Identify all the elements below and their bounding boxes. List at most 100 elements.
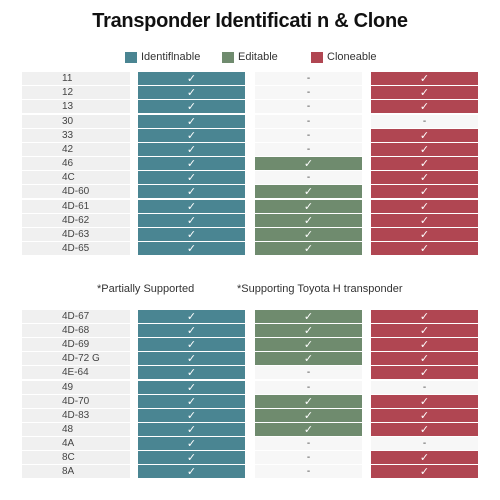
support-cell: ✓ [371,86,478,100]
table-row: 4E-64 ✓ - ✓ [22,366,478,380]
transponder-name: 4E-64 [22,366,130,380]
support-cell: ✓ [138,128,245,142]
support-cell: ✓ [138,352,245,366]
support-cell: ✓ [138,338,245,352]
table-row: 4D-68 ✓ ✓ ✓ [22,324,478,338]
support-cell: - [255,86,362,100]
table-row: 4D-63 ✓ ✓ ✓ [22,227,478,241]
support-cell: ✓ [138,324,245,338]
support-cell: ✓ [371,451,478,464]
table-row: 4D-62 ✓ ✓ ✓ [22,213,478,227]
support-cell: ✓ [138,114,245,128]
support-cell: ✓ [138,422,245,436]
transponder-name: 4A [22,436,130,450]
table-row: 4D-70 ✓ ✓ ✓ [22,394,478,408]
support-cell: ✓ [371,185,478,199]
support-cell: ✓ [138,242,245,256]
support-cell: ✓ [255,227,362,241]
support-cell: ✓ [371,199,478,213]
table-row: 8A ✓ - ✓ [22,465,478,479]
table-row: 4C ✓ - ✓ [22,171,478,185]
support-cell: - [255,100,362,114]
support-cell: ✓ [371,157,478,171]
support-cell: ✓ [255,242,362,256]
support-cell: ✓ [138,310,245,323]
support-cell: ✓ [255,408,362,422]
support-cell: ✓ [255,422,362,436]
transponder-name: 13 [22,100,130,114]
table-row: 13 ✓ - ✓ [22,100,478,114]
support-cell: ✓ [371,366,478,380]
support-cell: - [255,436,362,450]
support-cell: ✓ [138,86,245,100]
support-cell: ✓ [138,465,245,479]
table-row: 4A ✓ - - [22,436,478,450]
legend-label: Cloneable [327,51,377,63]
support-cell: ✓ [255,185,362,199]
support-cell: ✓ [371,128,478,142]
support-cell: ✓ [255,310,362,323]
support-cell: ✓ [371,242,478,256]
support-cell: ✓ [371,324,478,338]
transponder-name: 8C [22,451,130,464]
support-cell: ✓ [138,157,245,171]
support-cell: - [255,366,362,380]
table-row: 46 ✓ ✓ ✓ [22,157,478,171]
transponder-name: 4D-69 [22,338,130,352]
support-cell: ✓ [371,408,478,422]
note: *Partially Supported [97,283,195,295]
table-row: 11 ✓ - ✓ [22,72,478,85]
support-cell: ✓ [371,310,478,323]
table-row: 4D-83 ✓ ✓ ✓ [22,408,478,422]
support-cell: ✓ [371,338,478,352]
support-cell: ✓ [371,227,478,241]
support-cell: ✓ [138,394,245,408]
support-cell: ✓ [138,436,245,450]
transponder-name: 4D-65 [22,242,130,256]
legend-item: Editable [222,51,278,63]
transponder-name: 4D-67 [22,310,130,323]
transponder-name: 4D-61 [22,199,130,213]
support-cell: ✓ [255,338,362,352]
note: *Supporting Toyota H transponder [237,283,403,295]
legend-item: Identiflnable [125,51,200,63]
transponder-name: 4D-72 G [22,352,130,366]
table-row: 4D-69 ✓ ✓ ✓ [22,338,478,352]
support-cell: ✓ [138,171,245,185]
legend-item: Cloneable [311,51,377,63]
transponder-name: 12 [22,86,130,100]
table-row: 4D-67 ✓ ✓ ✓ [22,310,478,323]
support-cell: - [255,72,362,85]
support-cell: ✓ [371,171,478,185]
transponder-name: 4D-70 [22,394,130,408]
table-row: 30 ✓ - - [22,114,478,128]
table-row: 42 ✓ - ✓ [22,142,478,156]
support-cell: ✓ [138,227,245,241]
support-cell: ✓ [371,422,478,436]
support-cell: ✓ [138,451,245,464]
transponder-name: 4D-60 [22,185,130,199]
transponder-name: 30 [22,114,130,128]
support-cell: ✓ [255,394,362,408]
support-cell: ✓ [371,72,478,85]
support-cell: - [255,171,362,185]
transponder-name: 42 [22,142,130,156]
support-cell: ✓ [138,72,245,85]
support-cell: ✓ [138,142,245,156]
table-row: 12 ✓ - ✓ [22,86,478,100]
legend-swatch [222,51,234,63]
table-row: 4D-61 ✓ ✓ ✓ [22,199,478,213]
support-cell: - [255,465,362,479]
legend-label: Editable [238,51,278,63]
support-cell: ✓ [371,213,478,227]
transponder-name: 4D-62 [22,213,130,227]
support-cell: - [255,142,362,156]
support-cell: - [371,380,478,394]
support-cell: ✓ [371,352,478,366]
support-cell: ✓ [371,142,478,156]
title: Transponder Identificati n & Clone [92,10,408,32]
transponder-name: 48 [22,422,130,436]
transponder-name: 4C [22,171,130,185]
support-cell: - [255,380,362,394]
